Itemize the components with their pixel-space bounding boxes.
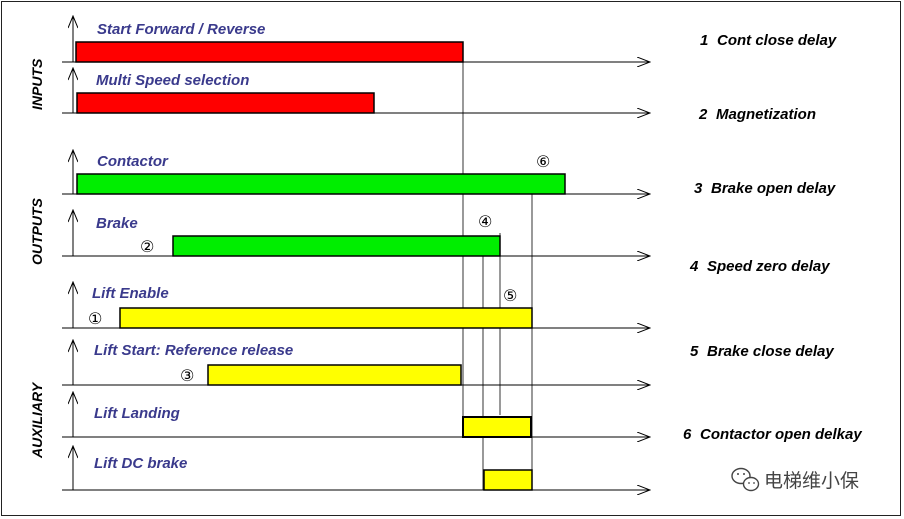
legend-item-1: 1 Cont close delay: [700, 32, 837, 49]
signal-row-brake: Brake: [62, 210, 650, 256]
marker-5: ⑤: [503, 286, 517, 305]
signal-label: Lift DC brake: [94, 455, 187, 472]
signal-row-multi-speed-selection: Multi Speed selection: [62, 68, 650, 113]
legend-item-2: 2 Magnetization: [698, 106, 816, 123]
signal-bar: [76, 92, 375, 114]
section-label-auxiliary: AUXILIARY: [29, 381, 45, 459]
signal-row-lift-landing: Lift Landing: [62, 392, 650, 437]
legend-item-5: 5 Brake close delay: [690, 343, 834, 360]
marker-6: ⑥: [536, 152, 550, 171]
legend-number: 4: [689, 258, 699, 275]
signal-bar: [483, 469, 533, 491]
legend-text: Contactor open delkay: [700, 426, 862, 443]
signal-bar: [76, 173, 566, 195]
signal-label: Brake: [96, 215, 138, 232]
signal-label: Start Forward / Reverse: [97, 21, 265, 38]
legend-text: Brake close delay: [707, 343, 834, 360]
signal-label: Lift Start: Reference release: [94, 342, 293, 359]
legend-number: 6: [683, 426, 692, 443]
legend-number: 3: [694, 180, 703, 197]
signal-bar: [462, 416, 532, 438]
signal-bar: [75, 41, 464, 63]
signal-label: Lift Landing: [94, 405, 180, 422]
signal-row-lift-dc-brake: Lift DC brake: [62, 446, 650, 490]
legend-item-4: 4 Speed zero delay: [689, 258, 830, 275]
marker-3: ③: [180, 366, 194, 385]
signal-label: Multi Speed selection: [96, 72, 249, 89]
legend-item-3: 3 Brake open delay: [694, 180, 836, 197]
signal-row-lift-start: Lift Start: Reference release: [62, 340, 650, 385]
legend-number: 1: [700, 32, 708, 49]
signal-bar: [172, 235, 501, 257]
legend: 1 Cont close delay 2 Magnetization 3 Bra…: [683, 32, 862, 443]
section-label-outputs: OUTPUTS: [29, 197, 45, 265]
legend-text: Cont close delay: [717, 32, 837, 49]
marker-1: ①: [88, 309, 102, 328]
signal-label: Contactor: [97, 153, 169, 170]
signal-row-start-forward-reverse: Start Forward / Reverse: [62, 16, 650, 62]
legend-text: Brake open delay: [711, 180, 836, 197]
legend-number: 5: [690, 343, 699, 360]
marker-4: ④: [478, 212, 492, 231]
legend-item-6: 6 Contactor open delkay: [683, 426, 862, 443]
signal-bar: [207, 364, 462, 386]
legend-text: Speed zero delay: [707, 258, 830, 275]
section-label-inputs: INPUTS: [29, 58, 45, 110]
signal-row-contactor: Contactor: [62, 150, 650, 194]
watermark: 电梯维小保: [731, 467, 859, 492]
wechat-icon: [731, 467, 760, 492]
legend-number: 2: [698, 106, 708, 123]
signal-row-lift-enable: Lift Enable: [62, 282, 650, 328]
watermark-text: 电梯维小保: [764, 470, 859, 492]
marker-2: ②: [140, 237, 154, 256]
legend-text: Magnetization: [716, 106, 816, 123]
signal-bar: [119, 307, 533, 329]
signal-label: Lift Enable: [92, 285, 169, 302]
